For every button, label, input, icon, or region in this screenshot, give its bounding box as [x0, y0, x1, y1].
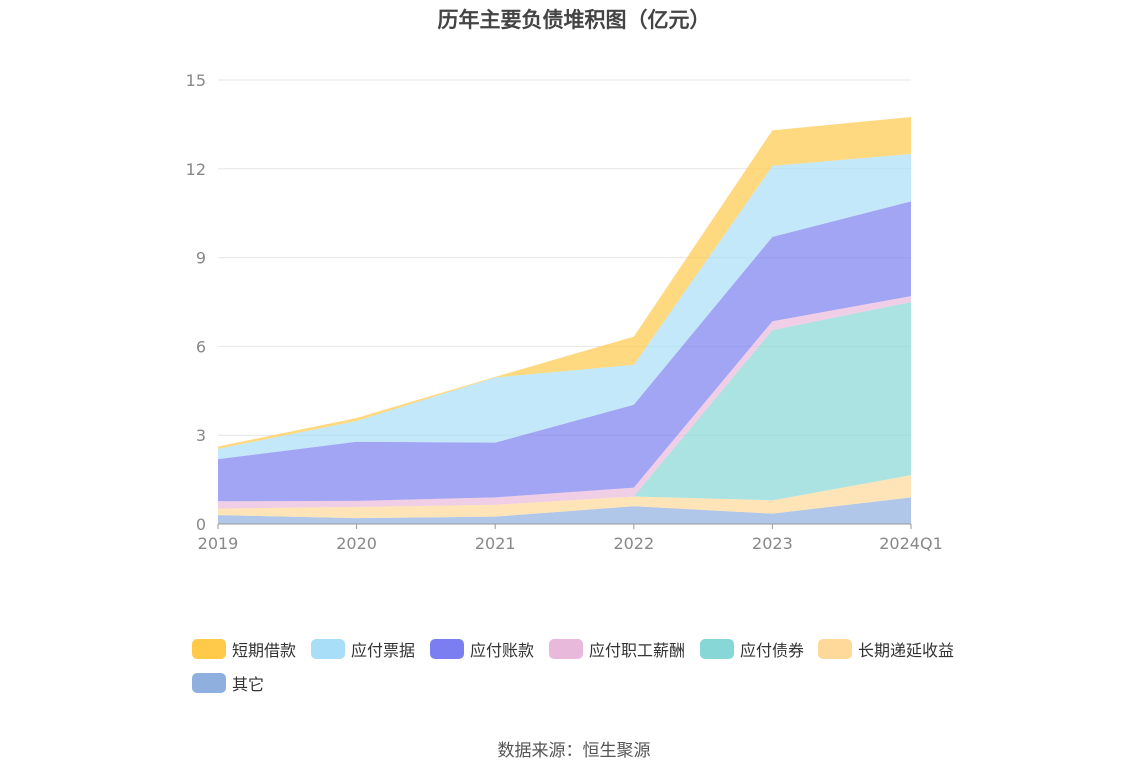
y-tick-label: 9 — [196, 249, 206, 268]
legend-swatch — [192, 639, 226, 659]
x-axis: 2019 2020 2021 2022 2023 2024Q1 — [198, 523, 943, 553]
x-tick-label: 2021 — [475, 534, 516, 553]
legend-swatch — [700, 639, 734, 659]
x-tick-label: 2023 — [752, 534, 793, 553]
area-series-其它[interactable] — [218, 497, 911, 524]
legend-item[interactable]: 短期借款 — [192, 636, 296, 662]
legend-label: 其它 — [232, 675, 265, 694]
area-series-短期借款[interactable] — [218, 117, 911, 449]
x-tick-label: 2022 — [613, 534, 654, 553]
area-series-应付票据[interactable] — [218, 154, 911, 460]
legend-label: 应付职工薪酬 — [589, 641, 686, 660]
legend-label: 应付账款 — [470, 641, 535, 660]
legend-swatch — [311, 639, 345, 659]
x-tick-label: 2020 — [336, 534, 377, 553]
legend-label: 长期递延收益 — [858, 641, 955, 660]
legend-swatch — [818, 639, 852, 659]
x-tick-label: 2024Q1 — [879, 534, 943, 553]
area-series-应付债券[interactable] — [218, 302, 911, 509]
legend-label: 短期借款 — [232, 641, 297, 660]
legend-item[interactable]: 应付债券 — [700, 636, 804, 662]
legend-item[interactable]: 其它 — [192, 670, 264, 696]
area-series-应付账款[interactable] — [218, 201, 911, 502]
legend-swatch — [430, 639, 464, 659]
x-tick-label: 2019 — [198, 534, 239, 553]
legend-swatch — [549, 639, 583, 659]
y-tick-label: 6 — [196, 337, 206, 356]
y-axis-labels: 0 3 6 9 12 15 — [186, 71, 206, 534]
y-tick-label: 0 — [196, 515, 206, 534]
legend-label: 应付债券 — [740, 641, 805, 660]
y-tick-label: 15 — [186, 71, 206, 90]
legend-label: 应付票据 — [351, 641, 416, 660]
area-series-长期递延收益[interactable] — [218, 475, 911, 519]
y-tick-label: 3 — [196, 426, 206, 445]
legend-item[interactable]: 应付职工薪酬 — [549, 636, 685, 662]
legend-swatch — [192, 673, 226, 693]
legend-item[interactable]: 应付账款 — [430, 636, 534, 662]
legend-item[interactable]: 长期递延收益 — [818, 636, 954, 662]
chart-title: 历年主要负债堆积图（亿元） — [437, 8, 711, 32]
legend-item[interactable]: 应付票据 — [311, 636, 415, 662]
data-source: 数据来源：恒生聚源 — [497, 741, 651, 761]
area-series — [218, 117, 911, 524]
y-tick-label: 12 — [186, 160, 206, 179]
